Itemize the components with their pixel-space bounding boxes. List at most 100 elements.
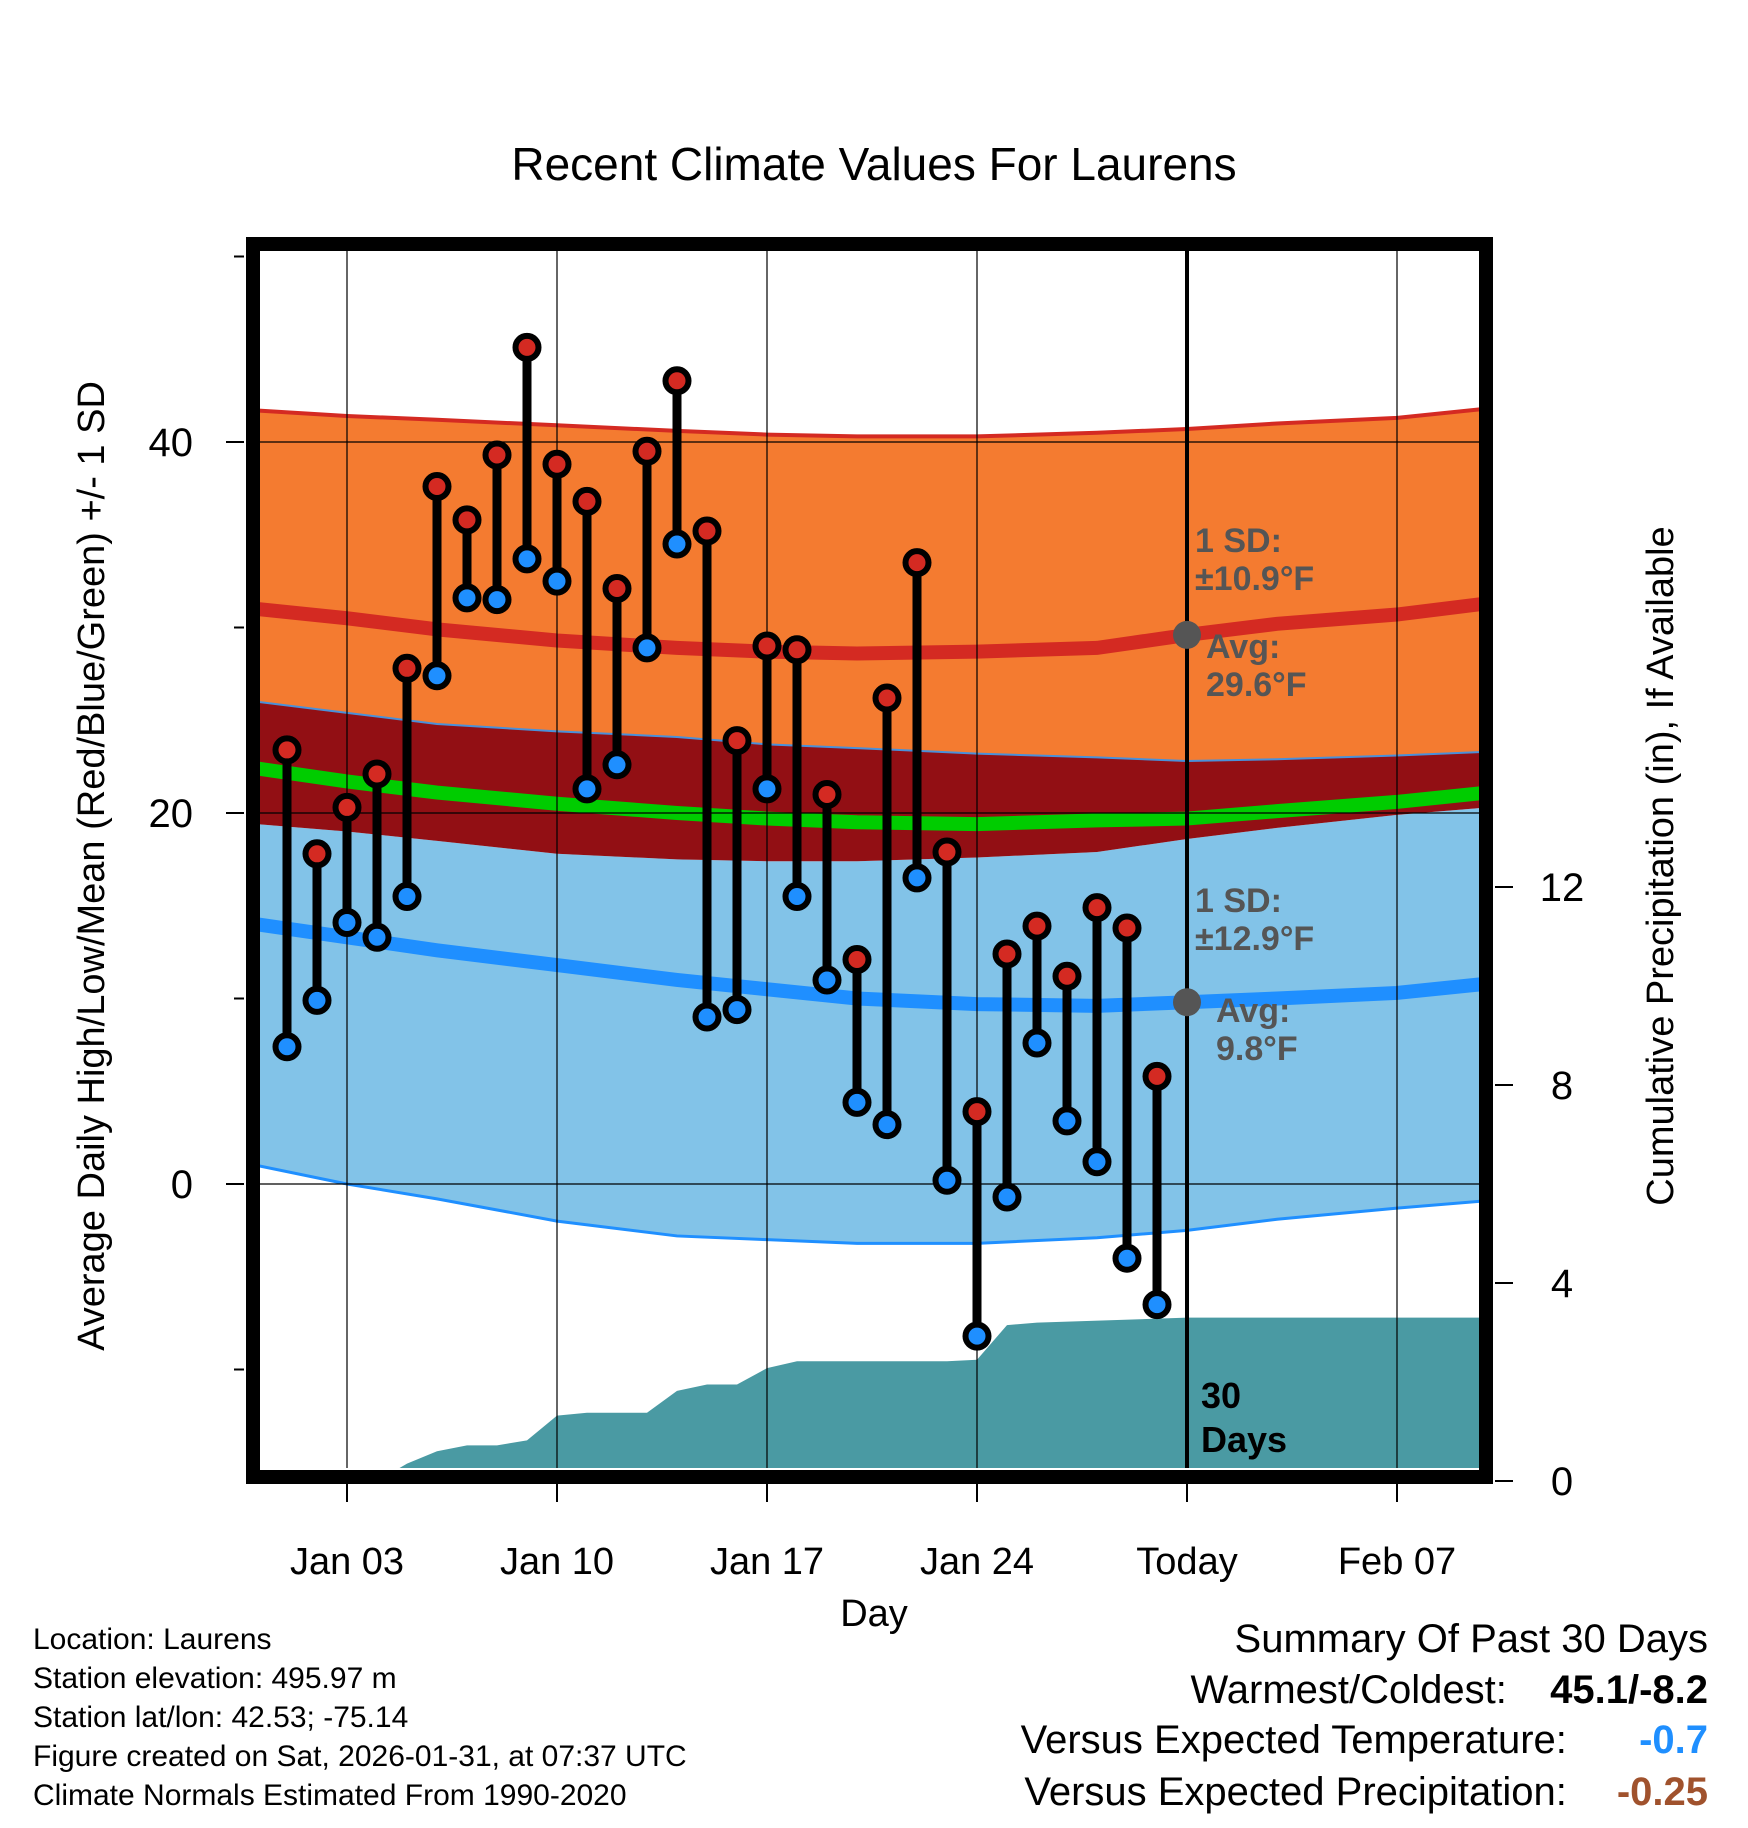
observed-low-point — [512, 544, 542, 574]
observed-low-point — [932, 1165, 962, 1195]
observed-high-point — [542, 449, 572, 479]
low-sd-lower-line — [257, 1163, 1482, 1245]
summary-warmest-coldest: Warmest/Coldest: 45.1/-8.2 — [1191, 1668, 1709, 1713]
summary-precip: Versus Expected Precipitation: -0.25 — [1024, 1770, 1708, 1815]
annotation-high-avg: Avg: — [1206, 628, 1280, 666]
observed-low-point — [632, 633, 662, 663]
high-sd-band — [257, 409, 1482, 762]
annotation-low-sd: 1 SD: — [1195, 882, 1282, 920]
observed-high-point — [1022, 911, 1052, 941]
observed-low-point — [992, 1182, 1022, 1212]
y-right-tick-label: 4 — [1551, 1262, 1573, 1306]
observed-high-point — [1142, 1061, 1172, 1091]
summary-precip-value: -0.25 — [1616, 1770, 1708, 1814]
x-axis-title: Day — [840, 1593, 908, 1635]
precipitation-area — [399, 1317, 1482, 1468]
observed-high-point — [512, 332, 542, 362]
x-tick-label: Today — [1136, 1541, 1237, 1583]
observed-high-point — [722, 726, 752, 756]
observed-low-point — [392, 881, 422, 911]
observed-low-point — [452, 583, 482, 613]
observed-high-point — [1112, 913, 1142, 943]
chart-title: Recent Climate Values For Laurens — [511, 138, 1236, 190]
x-tick-label: Jan 24 — [920, 1541, 1034, 1583]
observed-high-point — [992, 939, 1022, 969]
annotation-high-avg: 29.6°F — [1206, 666, 1307, 704]
high-sd-upper-line — [257, 407, 1482, 439]
y-right-tick-label: 0 — [1551, 1460, 1573, 1504]
info-latlon: Station lat/lon: 42.53; -75.14 — [33, 1701, 409, 1734]
observed-high-point — [422, 472, 452, 502]
observed-low-point — [1082, 1147, 1112, 1177]
observed-low-point — [722, 995, 752, 1025]
avg-mean-line — [257, 761, 1482, 832]
observed-high-point — [872, 683, 902, 713]
y-tick-label: 0 — [171, 1163, 193, 1207]
annotation-high-sd: 1 SD: — [1195, 522, 1282, 560]
summary-precip-label: Versus Expected Precipitation: — [1024, 1770, 1567, 1814]
observed-high-point — [932, 837, 962, 867]
observed-low-point — [482, 585, 512, 615]
axes: 0 20 40 0 4 8 12 Jan 03 Jan 10 Jan 17 Jan 24 Today F… — [71, 237, 1682, 1635]
observed-high-point — [1082, 893, 1112, 923]
observed-high-point — [692, 516, 722, 546]
y-tick-label: 40 — [149, 421, 194, 465]
observed-high-point — [332, 792, 362, 822]
observed-high-point — [662, 366, 692, 396]
observed-low-point — [692, 1002, 722, 1032]
x-tick-label: Jan 03 — [290, 1541, 404, 1583]
period-label: Days — [1201, 1419, 1287, 1460]
observed-high-point — [392, 653, 422, 683]
observed-low-point — [1112, 1243, 1142, 1273]
info-elevation: Station elevation: 495.97 m — [33, 1662, 397, 1695]
info-created: Figure created on Sat, 2026-01-31, at 07… — [33, 1740, 687, 1773]
observed-low-point — [842, 1087, 872, 1117]
observed-low-point — [1052, 1106, 1082, 1136]
annotation-high-sd: ±10.9°F — [1195, 560, 1314, 598]
observed-high-point — [962, 1097, 992, 1127]
summary-temp-value: -0.7 — [1639, 1718, 1708, 1762]
plot-frame — [246, 237, 1493, 1484]
summary-warmest-value: 45.1/-8.2 — [1550, 1668, 1708, 1712]
y-right-tick-label: 8 — [1551, 1064, 1573, 1108]
observed-low-point — [812, 965, 842, 995]
observed-low-point — [752, 774, 782, 804]
summary-title: Summary Of Past 30 Days — [1234, 1617, 1708, 1661]
observed-low-point — [872, 1110, 902, 1140]
info-normals: Climate Normals Estimated From 1990-2020 — [33, 1779, 627, 1812]
observed-low-point — [1142, 1290, 1172, 1320]
observed-high-point — [572, 486, 602, 516]
observed-high-point — [602, 574, 632, 604]
observed-low-point — [272, 1032, 302, 1062]
observed-low-point — [422, 661, 452, 691]
observed-low-point — [362, 922, 392, 952]
today-avg-low-marker — [1173, 988, 1201, 1017]
observed-high-point — [302, 839, 332, 869]
x-tick-label: Feb 07 — [1338, 1541, 1456, 1583]
x-tick-label: Jan 17 — [710, 1541, 824, 1583]
low-sd-band — [257, 807, 1482, 1244]
observed-low-point — [782, 881, 812, 911]
annotation-low-avg: Avg: — [1216, 992, 1290, 1030]
observed-low-point — [902, 863, 932, 893]
observed-high-point — [842, 945, 872, 975]
observed-high-point — [452, 505, 482, 535]
observed-low-point — [1022, 1028, 1052, 1058]
annotation-low-sd: ±12.9°F — [1195, 920, 1314, 958]
summary-temp-label: Versus Expected Temperature: — [1020, 1718, 1567, 1762]
summary-temp: Versus Expected Temperature: -0.7 — [1021, 1718, 1708, 1763]
observed-high-point — [782, 635, 812, 665]
observed-high-point — [362, 759, 392, 789]
observed-high-point — [632, 436, 662, 466]
y-right-tick-label: 12 — [1540, 866, 1585, 910]
observed-low-point — [662, 529, 692, 559]
today-avg-high-marker — [1173, 620, 1201, 649]
observed-low-point — [302, 985, 332, 1015]
observed-high-point — [272, 735, 302, 765]
observed-low-point — [542, 566, 572, 596]
observed-high-point — [812, 779, 842, 809]
x-tick-label: Jan 10 — [500, 1541, 614, 1583]
observed-high-point — [902, 548, 932, 578]
